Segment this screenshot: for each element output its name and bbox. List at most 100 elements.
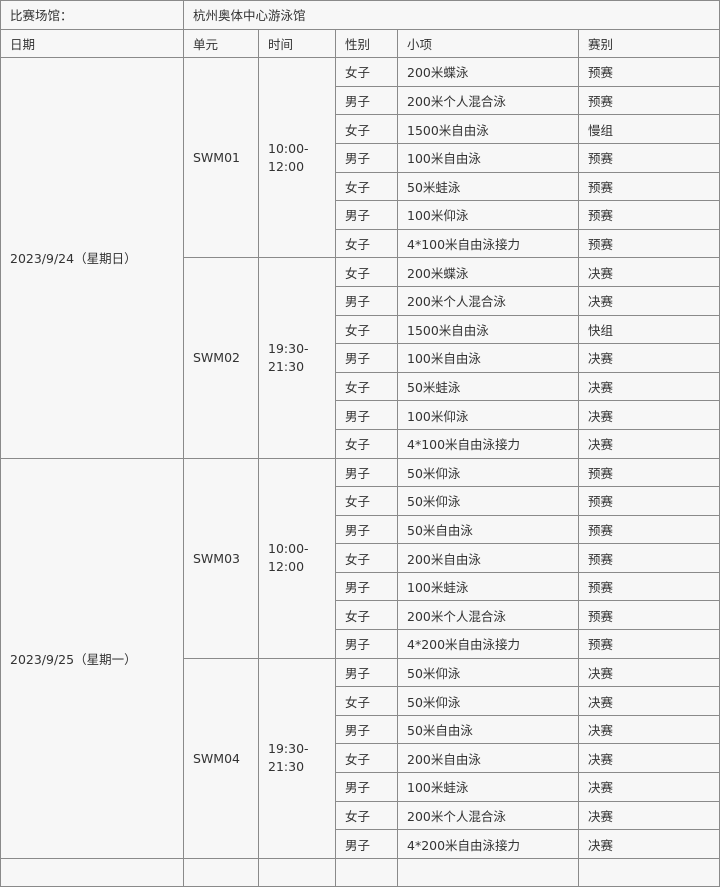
gender-cell: 男子 xyxy=(335,343,398,373)
stage-cell: 决赛 xyxy=(577,285,720,316)
stage-cell: 决赛 xyxy=(577,343,720,373)
item-cell: 100米仰泳 xyxy=(397,200,579,230)
stage-cell: 决赛 xyxy=(577,657,720,688)
item-cell: 50米仰泳 xyxy=(397,486,579,516)
empty-cell xyxy=(0,857,184,887)
table-row: 男子 200米个人混合泳 决赛 xyxy=(1,285,720,316)
time-cell: 19:30-21:30 xyxy=(258,657,336,859)
gender-cell: 男子 xyxy=(335,829,398,859)
item-cell: 200米自由泳 xyxy=(397,743,579,774)
table-row: 男子 4*200米自由泳接力 决赛 xyxy=(1,829,720,859)
time-cell: 10:00-12:00 xyxy=(258,57,336,259)
stage-cell: 预赛 xyxy=(577,571,720,602)
header-row: 日期 单元 时间 性别 小项 赛别 xyxy=(0,28,720,59)
item-cell: 1500米自由泳 xyxy=(397,314,579,345)
stage-cell: 决赛 xyxy=(577,829,720,859)
gender-cell: 女子 xyxy=(335,228,398,259)
item-cell: 50米仰泳 xyxy=(397,686,579,716)
gender-cell: 女子 xyxy=(335,314,398,345)
stage-cell: 预赛 xyxy=(577,514,720,545)
table-row: 男子 100米蛙泳 预赛 xyxy=(1,571,720,602)
unit-cell: SWM01 xyxy=(183,57,259,259)
table-row: 女子 4*100米自由泳接力 决赛 xyxy=(1,428,720,459)
unit-cell: SWM02 xyxy=(183,257,259,459)
item-cell: 4*100米自由泳接力 xyxy=(397,228,579,259)
time-cell: 19:30-21:30 xyxy=(258,257,336,459)
gender-cell: 男子 xyxy=(335,85,398,116)
item-cell: 50米仰泳 xyxy=(397,457,579,488)
table-row: 2023/9/24（星期日） SWM01 10:00-12:00 女子 200米蝶泳 预赛 xyxy=(0,57,720,459)
item-cell: 200米蝶泳 xyxy=(397,257,579,287)
gender-cell: 女子 xyxy=(335,800,398,831)
gender-cell: 女子 xyxy=(335,743,398,774)
gender-cell: 女子 xyxy=(335,600,398,631)
item-cell: 100米自由泳 xyxy=(397,142,579,173)
table-row xyxy=(0,857,720,887)
table-row: 男子 100米蛙泳 决赛 xyxy=(1,772,720,802)
unit-cell: SWM04 xyxy=(183,657,259,859)
gender-cell: 男子 xyxy=(335,714,398,745)
header-item: 小项 xyxy=(397,28,579,59)
gender-cell: 女子 xyxy=(335,171,398,202)
gender-cell: 男子 xyxy=(335,285,398,316)
table-row: 女子 50米仰泳 决赛 xyxy=(1,686,720,716)
gender-cell: 男子 xyxy=(335,142,398,173)
table-row: SWM04 19:30-21:30 男子 50米仰泳 决赛 xyxy=(1,657,720,859)
stage-cell: 慢组 xyxy=(577,114,720,144)
stage-cell: 预赛 xyxy=(577,543,720,573)
item-cell: 100米蛙泳 xyxy=(397,571,579,602)
table-row: 女子 4*100米自由泳接力 预赛 xyxy=(1,228,720,259)
unit-cell: SWM03 xyxy=(183,457,259,659)
venue-label: 比赛场馆： xyxy=(0,0,184,30)
gender-cell: 男子 xyxy=(335,514,398,545)
stage-cell: 决赛 xyxy=(577,714,720,745)
gender-cell: 女子 xyxy=(335,543,398,573)
item-cell: 4*200米自由泳接力 xyxy=(397,829,579,859)
stage-cell: 预赛 xyxy=(577,57,720,87)
table-row: 男子 200米个人混合泳 预赛 xyxy=(1,85,720,116)
item-cell: 200米个人混合泳 xyxy=(397,285,579,316)
item-cell: 200米个人混合泳 xyxy=(397,85,579,116)
item-cell: 100米仰泳 xyxy=(397,400,579,430)
empty-cell xyxy=(258,857,336,887)
gender-cell: 男子 xyxy=(335,629,398,659)
item-cell: 200米自由泳 xyxy=(397,543,579,573)
table-row: 男子 50米自由泳 预赛 xyxy=(1,514,720,545)
item-cell: 200米个人混合泳 xyxy=(397,600,579,631)
table-row: 女子 200米自由泳 决赛 xyxy=(1,743,720,774)
header-time: 时间 xyxy=(258,28,336,59)
item-cell: 1500米自由泳 xyxy=(397,114,579,144)
table-row: 男子 100米自由泳 决赛 xyxy=(1,343,720,373)
header-unit: 单元 xyxy=(183,28,259,59)
stage-cell: 预赛 xyxy=(577,228,720,259)
gender-cell: 女子 xyxy=(335,486,398,516)
stage-cell: 决赛 xyxy=(577,743,720,774)
empty-cell xyxy=(183,857,259,887)
item-cell: 200米蝶泳 xyxy=(397,57,579,87)
stage-cell: 预赛 xyxy=(577,457,720,488)
venue-row: 比赛场馆： 杭州奥体中心游泳馆 xyxy=(0,0,720,30)
time-cell: 10:00-12:00 xyxy=(258,457,336,659)
gender-cell: 男子 xyxy=(335,457,398,488)
item-cell: 100米蛙泳 xyxy=(397,772,579,802)
stage-cell: 预赛 xyxy=(577,85,720,116)
stage-cell: 预赛 xyxy=(577,629,720,659)
table-row: 男子 4*200米自由泳接力 预赛 xyxy=(1,629,720,659)
time-text: 10:00-12:00 xyxy=(268,140,309,174)
gender-cell: 女子 xyxy=(335,57,398,87)
stage-cell: 快组 xyxy=(577,314,720,345)
item-cell: 50米自由泳 xyxy=(397,714,579,745)
gender-cell: 男子 xyxy=(335,571,398,602)
table-row: 男子 100米自由泳 预赛 xyxy=(1,142,720,173)
empty-cell xyxy=(335,857,398,887)
stage-cell: 预赛 xyxy=(577,600,720,631)
gender-cell: 男子 xyxy=(335,400,398,430)
gender-cell: 女子 xyxy=(335,371,398,402)
table-row: SWM02 19:30-21:30 女子 200米蝶泳 决赛 xyxy=(1,257,720,459)
header-stage: 赛别 xyxy=(577,28,720,59)
venue-name: 杭州奥体中心游泳馆 xyxy=(182,0,720,30)
table-row: 女子 50米仰泳 预赛 xyxy=(1,486,720,516)
header-gender: 性别 xyxy=(335,28,398,59)
header-date: 日期 xyxy=(0,28,184,59)
